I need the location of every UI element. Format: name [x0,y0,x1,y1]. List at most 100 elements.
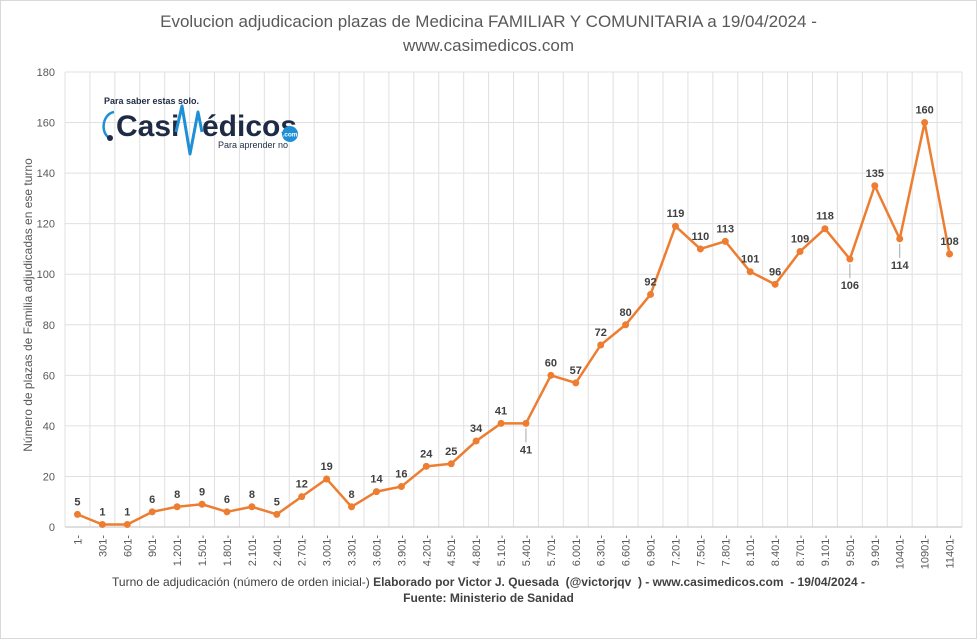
data-point [173,503,181,511]
data-point [746,268,754,276]
logo-tagline-top: Para saber estas solo. [104,96,199,106]
y-tick-label: 160 [37,118,55,130]
data-label: 1 [124,506,130,518]
data-point [796,247,804,255]
x-tick-label: 4.501- [446,535,458,567]
data-label: 8 [174,489,180,501]
y-tick-label: 180 [37,67,55,79]
data-label: 60 [545,357,557,369]
x-tick-label: 7.501- [695,535,707,567]
data-label: 24 [420,448,433,460]
data-point [871,182,879,190]
data-label: 72 [595,327,607,339]
data-point [572,379,580,387]
data-label: 118 [816,211,834,223]
logo-brand-left: Casi [116,110,179,143]
data-point [447,460,455,468]
x-tick-label: 1.801- [222,535,234,567]
stethoscope-icon [102,110,115,140]
chart-subtitle: www.casimedicos.com [403,36,574,55]
data-point [422,462,430,470]
logo-brand-suffix: .com [282,132,297,139]
data-label: 9 [199,486,205,498]
data-point [846,255,854,263]
x-tick-label: 4.201- [421,535,433,567]
y-tick-label: 40 [43,421,55,433]
data-point [198,500,206,508]
data-label: 25 [445,446,457,458]
logo-com-badge [282,126,298,142]
y-axis-label: Número de plazas de Familia adjudicadas … [21,158,35,452]
data-point [647,290,655,298]
data-point [771,280,779,288]
data-label: 110 [692,231,710,243]
data-label: 5 [274,496,280,508]
x-tick-label: 6.001- [571,535,583,567]
data-label: 41 [520,444,532,456]
data-label: 119 [667,208,685,220]
data-label: 41 [495,405,507,417]
y-tick-label: 20 [43,471,55,483]
x-tick-label: 4.801- [471,535,483,567]
data-label: 34 [470,423,483,435]
data-label: 114 [891,260,910,272]
x-tick-label: 2.701- [297,535,309,567]
data-point [73,510,81,518]
data-label: 8 [249,489,255,501]
x-tick-label: 3.001- [322,535,334,567]
data-point [123,520,131,528]
data-point [273,510,281,518]
logo-tagline-bottom: Para aprender no [218,140,288,150]
data-label: 6 [224,494,230,506]
casimedicos-logo: Para saber estas solo. Casi édicos .com … [102,96,298,156]
x-tick-label: 2.401- [272,535,284,567]
y-tick-label: 140 [37,168,55,180]
y-tick-label: 80 [43,320,55,332]
x-tick-label: 6.601- [621,535,633,567]
x-tick-label: 1.201- [172,535,184,567]
data-point [522,419,530,427]
data-point [597,341,605,349]
data-point [298,493,306,501]
data-point [946,250,954,258]
data-point [323,475,331,483]
x-tick-label: 8.701- [795,535,807,567]
data-label: 6 [149,494,155,506]
data-label: 113 [716,223,734,235]
data-label: 5 [74,496,80,508]
x-axis-title: Turno de adjudicación (número de orden i… [112,575,370,589]
x-tick-label: 901- [147,535,159,557]
data-label: 101 [741,254,759,266]
data-label: 92 [644,276,656,288]
data-point [472,437,480,445]
data-point [721,237,729,245]
data-point [896,235,904,243]
source-text: Fuente: Ministerio de Sanidad [403,591,574,605]
stethoscope-head-icon [107,135,113,141]
data-label: 135 [866,168,884,180]
data-point [248,503,256,511]
x-tick-label: 6.301- [596,535,608,567]
data-point [821,225,829,233]
y-tick-label: 0 [49,522,55,534]
data-label: 108 [940,236,958,248]
x-axis-label: Turno de adjudicación (número de orden i… [0,575,977,589]
y-tick-label: 100 [37,269,55,281]
x-tick-label: 6.901- [646,535,658,567]
x-tick-label: 11401- [945,535,957,569]
chart-title: Evolucion adjudicacion plazas de Medicin… [160,12,817,31]
x-tick-label: 9.501- [845,535,857,567]
data-point [397,483,405,491]
data-label: 14 [370,474,383,486]
data-label: 57 [570,365,582,377]
x-tick-label: 8.401- [770,535,782,567]
x-tick-label: 7.201- [670,535,682,567]
x-tick-label: 5.401- [521,535,533,567]
y-tick-label: 60 [43,370,55,382]
data-point [696,245,704,253]
x-tick-label: 5.701- [546,535,558,567]
heartbeat-m-icon [174,104,204,156]
x-tick-label: 2.101- [247,535,259,567]
data-point [671,222,679,230]
